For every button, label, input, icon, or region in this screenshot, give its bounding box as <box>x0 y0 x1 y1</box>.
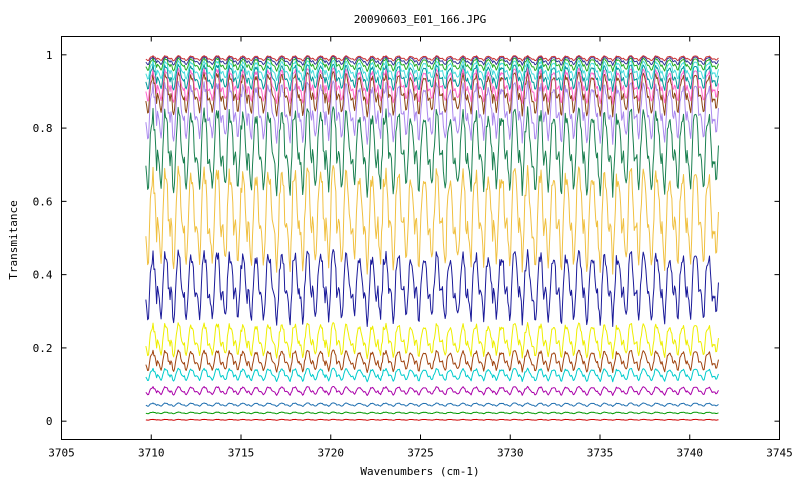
x-axis-label: Wavenumbers (cm-1) <box>360 465 479 478</box>
spectrum-line <box>145 349 719 374</box>
y-tick-label: 0.2 <box>33 342 53 355</box>
spectrum-line <box>145 367 719 383</box>
spectrum-line <box>145 106 719 198</box>
spectrum-line <box>145 63 719 92</box>
x-tick-label: 3705 <box>48 447 75 460</box>
spectrum-line <box>145 322 719 360</box>
spectrum-line <box>145 71 719 118</box>
spectrum-line <box>145 80 719 145</box>
spectrum-line <box>145 418 719 421</box>
spectrum-line <box>145 249 719 327</box>
x-tick-label: 3735 <box>587 447 614 460</box>
spectrum-line <box>145 55 719 62</box>
x-tick-label: 3745 <box>766 447 793 460</box>
y-tick-label: 1 <box>46 49 53 62</box>
x-tick-label: 3740 <box>677 447 704 460</box>
x-tick-label: 3715 <box>228 447 255 460</box>
y-axis-label: Transmitance <box>7 200 20 279</box>
y-tick-label: 0.6 <box>33 195 53 208</box>
x-tick-label: 3720 <box>318 447 345 460</box>
y-tick-label: 0.4 <box>33 269 53 282</box>
spectrum-line <box>145 385 719 396</box>
x-tick-label: 3710 <box>138 447 165 460</box>
spectrum-line <box>145 55 719 66</box>
spectrum-line <box>145 67 719 105</box>
series-layer <box>145 55 719 421</box>
spectrum-line <box>145 165 719 275</box>
axis-layer: 3705 3710 3715 3720 3725 3730 3735 3740 3745 0 0.2… <box>33 36 793 460</box>
spectrum-line <box>145 411 719 415</box>
y-tick-label: 0.8 <box>33 122 53 135</box>
chart-title: 20090603_E01_166.JPG <box>354 13 486 26</box>
x-tick-label: 3725 <box>407 447 434 460</box>
y-tick-label: 0 <box>46 415 53 428</box>
x-tick-label: 3730 <box>497 447 524 460</box>
spectrum-line <box>145 57 719 72</box>
spectrum-line <box>145 59 719 82</box>
spectrum-line <box>145 402 719 408</box>
